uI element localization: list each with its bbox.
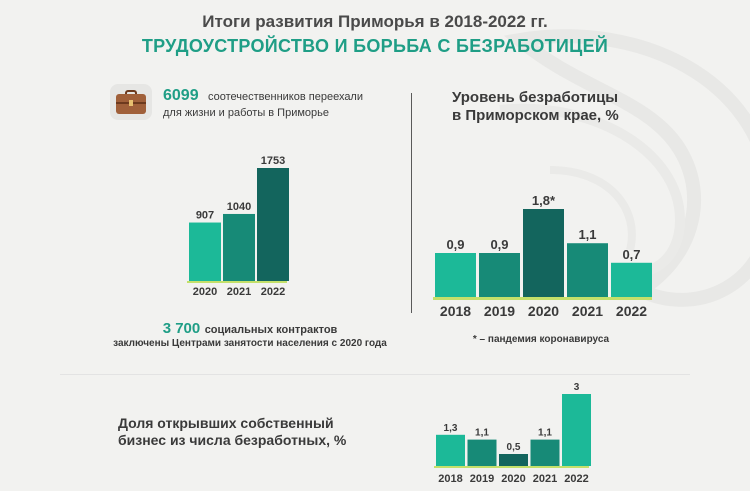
vertical-divider <box>411 93 412 313</box>
business-value-label-2020: 0,5 <box>507 442 521 453</box>
contracts-text-line1: социальных контрактов <box>204 324 338 336</box>
migration-year-label-2020: 2020 <box>193 286 217 298</box>
unemployment-value-label-2021: 1,1 <box>578 227 596 242</box>
business-value-label-2022: 3 <box>574 382 580 393</box>
unemployment-bar-2019 <box>479 253 520 297</box>
unemployment-bar-2021 <box>567 243 608 297</box>
horizontal-divider <box>60 374 690 375</box>
unemployment-year-label-2018: 2018 <box>440 303 471 319</box>
contracts-number: 3 700 <box>162 320 201 337</box>
decorative-ornament <box>499 29 750 307</box>
business-bar-2021 <box>530 439 560 466</box>
business-chart-title: Доля открывших собственный бизнес из чис… <box>118 415 408 449</box>
business-bar-2022 <box>562 394 591 466</box>
unemployment-value-label-2020: 1,8* <box>532 193 556 208</box>
business-value-label-2019: 1,1 <box>475 428 489 439</box>
migration-year-label-2022: 2022 <box>261 286 285 298</box>
briefcase-icon <box>110 84 152 120</box>
page-subtitle: ТРУДОУСТРОЙСТВО И БОРЬБА С БЕЗРАБОТИЦЕЙ <box>141 36 609 56</box>
business-year-label-2019: 2019 <box>470 473 494 485</box>
unemployment-value-label-2019: 0,9 <box>490 237 508 252</box>
migration-value-label-2020: 907 <box>196 210 214 222</box>
migration-bar-2021 <box>223 213 255 281</box>
migration-bar-2022 <box>257 168 289 281</box>
migration-baseline <box>187 281 287 283</box>
unemployment-title-line2: в Приморском крае, % <box>452 107 619 124</box>
unemployment-bar-2020 <box>523 209 564 297</box>
unemployment-year-label-2019: 2019 <box>484 303 515 319</box>
unemployment-year-label-2022: 2022 <box>616 303 647 319</box>
unemployment-value-label-2022: 0,7 <box>622 247 640 262</box>
business-year-label-2020: 2020 <box>501 473 525 485</box>
migration-number: 6099 <box>163 87 199 104</box>
business-bar-2019 <box>467 439 497 466</box>
unemployment-chart-title: Уровень безработицы в Приморском крае, % <box>452 89 652 125</box>
unemployment-bar-2018 <box>435 253 476 297</box>
migration-year-label-2021: 2021 <box>227 286 251 298</box>
migration-text-line2: для жизни и работы в Приморье <box>163 107 329 119</box>
business-baseline <box>434 466 589 468</box>
unemployment-title-line1: Уровень безработицы <box>452 89 619 106</box>
migration-bar-2020 <box>189 222 221 281</box>
business-value-label-2021: 1,1 <box>538 428 552 439</box>
contracts-text-line2: заключены Центрами занятости населения с… <box>113 338 387 349</box>
migration-text-line1: соотечественников переехали <box>208 91 363 103</box>
unemployment-value-label-2018: 0,9 <box>446 237 464 252</box>
unemployment-baseline <box>433 297 652 300</box>
business-title-line1: Доля открывших собственный <box>118 415 334 431</box>
contracts-line1: 3 700 социальных контрактов <box>0 320 500 338</box>
business-bar-2020 <box>499 454 528 466</box>
pandemic-footnote: * – пандемия коронавируса <box>472 334 610 345</box>
migration-value-label-2022: 1753 <box>261 155 285 167</box>
business-year-label-2022: 2022 <box>564 473 588 485</box>
unemployment-bar-2022 <box>611 262 652 297</box>
unemployment-year-label-2021: 2021 <box>572 303 603 319</box>
business-year-label-2021: 2021 <box>533 473 557 485</box>
business-title-line2: бизнес из числа безработных, % <box>118 432 347 448</box>
business-bar-2018 <box>436 434 465 466</box>
unemployment-year-label-2020: 2020 <box>528 303 559 319</box>
business-value-label-2018: 1,3 <box>444 423 458 434</box>
page-title: Итоги развития Приморья в 2018-2022 гг. <box>202 12 548 31</box>
migration-value-label-2021: 1040 <box>227 201 251 213</box>
business-year-label-2018: 2018 <box>438 473 462 485</box>
